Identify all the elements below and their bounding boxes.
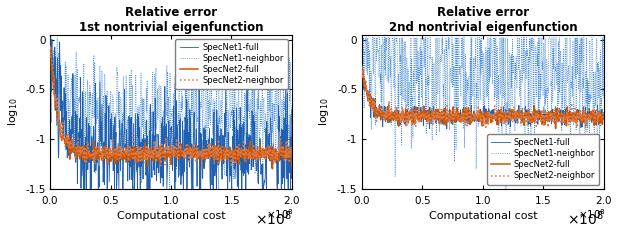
- SpecNet1-full: [600, 111, 607, 114]
- Title: Relative error
1st nontrivial eigenfunction: Relative error 1st nontrivial eigenfunct…: [79, 6, 263, 33]
- SpecNet1-neighbor: [90, 116, 97, 119]
- SpecNet2-full: [156, 153, 163, 156]
- SpecNet2-neighbor: [156, 147, 164, 150]
- SpecNet1-neighbor: [166, 187, 174, 190]
- SpecNet1-neighbor: [358, 40, 366, 43]
- SpecNet2-neighbor: [47, 45, 54, 48]
- SpecNet2-neighbor: [358, 65, 366, 68]
- SpecNet1-full: [46, 36, 54, 39]
- SpecNet2-neighbor: [520, 113, 527, 116]
- SpecNet1-full: [420, 106, 428, 108]
- Text: $\times10^{8}$: $\times10^{8}$: [266, 208, 295, 221]
- SpecNet2-neighbor: [468, 119, 475, 121]
- SpecNet2-full: [46, 44, 54, 47]
- Y-axis label: log$_{10}$: log$_{10}$: [6, 98, 20, 126]
- SpecNet1-neighbor: [502, 187, 510, 190]
- SpecNet2-full: [208, 151, 215, 154]
- SpecNet2-full: [229, 152, 236, 155]
- SpecNet1-neighbor: [468, 36, 475, 39]
- SpecNet2-full: [269, 167, 276, 170]
- SpecNet1-neighbor: [288, 106, 295, 108]
- SpecNet2-neighbor: [501, 117, 508, 119]
- Line: SpecNet2-neighbor: SpecNet2-neighbor: [50, 46, 292, 170]
- SpecNet1-full: [401, 114, 408, 117]
- SpecNet2-full: [401, 114, 408, 117]
- Legend: SpecNet1-full, SpecNet1-neighbor, SpecNet2-full, SpecNet2-neighbor: SpecNet1-full, SpecNet1-neighbor, SpecNe…: [176, 39, 287, 89]
- SpecNet1-neighbor: [229, 130, 236, 132]
- SpecNet2-neighbor: [401, 119, 408, 122]
- SpecNet2-full: [468, 121, 475, 124]
- Line: SpecNet1-neighbor: SpecNet1-neighbor: [50, 38, 292, 189]
- Line: SpecNet1-neighbor: SpecNet1-neighbor: [362, 38, 604, 189]
- SpecNet1-full: [229, 144, 236, 147]
- Line: SpecNet2-full: SpecNet2-full: [50, 46, 292, 169]
- SpecNet2-full: [552, 127, 559, 130]
- SpecNet2-full: [420, 115, 428, 118]
- SpecNet2-neighbor: [209, 144, 216, 146]
- SpecNet1-neighbor: [402, 40, 409, 43]
- SpecNet1-neighbor: [189, 148, 197, 151]
- SpecNet2-neighbor: [46, 47, 54, 50]
- SpecNet2-neighbor: [189, 153, 197, 156]
- SpecNet1-full: [109, 148, 117, 151]
- SpecNet1-neighbor: [359, 36, 366, 39]
- Line: SpecNet2-neighbor: SpecNet2-neighbor: [362, 66, 604, 128]
- SpecNet2-full: [288, 165, 295, 168]
- Legend: SpecNet1-full, SpecNet1-neighbor, SpecNet2-full, SpecNet2-neighbor: SpecNet1-full, SpecNet1-neighbor, SpecNe…: [487, 134, 599, 185]
- SpecNet1-full: [501, 120, 509, 123]
- SpecNet1-full: [189, 187, 197, 190]
- SpecNet1-full: [426, 127, 433, 130]
- SpecNet1-full: [208, 184, 216, 186]
- SpecNet1-neighbor: [421, 51, 428, 54]
- Line: SpecNet2-full: SpecNet2-full: [362, 70, 604, 128]
- Line: SpecNet1-full: SpecNet1-full: [362, 65, 604, 129]
- SpecNet1-full: [541, 113, 548, 116]
- SpecNet1-full: [90, 125, 97, 128]
- SpecNet1-full: [520, 116, 528, 119]
- SpecNet1-full: [288, 108, 295, 111]
- SpecNet2-neighbor: [109, 138, 117, 140]
- SpecNet1-full: [358, 64, 366, 66]
- X-axis label: Computational cost: Computational cost: [117, 211, 226, 221]
- SpecNet1-neighbor: [208, 99, 216, 102]
- SpecNet1-neighbor: [520, 36, 528, 39]
- SpecNet2-full: [520, 117, 527, 120]
- SpecNet2-neighbor: [288, 155, 295, 157]
- SpecNet2-neighbor: [229, 161, 237, 163]
- SpecNet1-neighbor: [600, 98, 607, 100]
- SpecNet2-neighbor: [600, 111, 607, 114]
- Text: $\times10^{8}$: $\times10^{8}$: [578, 208, 606, 221]
- Title: Relative error
2nd nontrivial eigenfunction: Relative error 2nd nontrivial eigenfunct…: [389, 6, 577, 33]
- SpecNet1-full: [80, 187, 87, 190]
- SpecNet2-full: [540, 117, 548, 120]
- SpecNet2-full: [358, 68, 366, 71]
- SpecNet2-neighbor: [198, 168, 206, 171]
- SpecNet1-neighbor: [46, 36, 54, 39]
- SpecNet2-full: [90, 157, 97, 160]
- SpecNet2-full: [501, 115, 508, 118]
- SpecNet1-neighbor: [109, 148, 116, 151]
- Line: SpecNet1-full: SpecNet1-full: [50, 38, 292, 189]
- SpecNet1-full: [156, 154, 164, 157]
- X-axis label: Computational cost: Computational cost: [428, 211, 537, 221]
- SpecNet2-full: [109, 157, 116, 160]
- Y-axis label: log$_{10}$: log$_{10}$: [317, 98, 331, 126]
- SpecNet2-full: [600, 114, 607, 117]
- SpecNet2-neighbor: [540, 125, 548, 128]
- SpecNet2-full: [189, 150, 197, 152]
- SpecNet1-full: [468, 118, 475, 121]
- SpecNet1-neighbor: [541, 105, 548, 108]
- SpecNet2-neighbor: [90, 149, 97, 151]
- SpecNet1-neighbor: [156, 103, 163, 106]
- SpecNet2-neighbor: [582, 126, 589, 129]
- SpecNet2-neighbor: [420, 117, 428, 120]
- SpecNet1-neighbor: [501, 116, 509, 119]
